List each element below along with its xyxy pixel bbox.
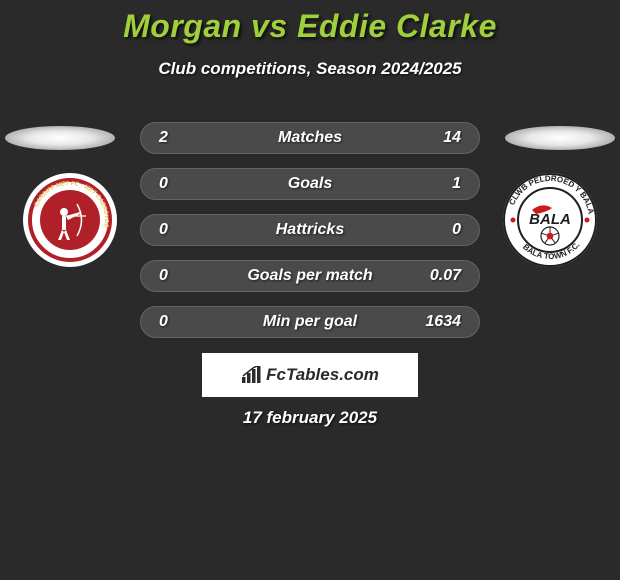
cardiff-met-crest-icon: CARDIFF MET FC · MET CAERDYDD [22,172,118,268]
brand-box[interactable]: FcTables.com [202,353,418,397]
bars-icon [241,366,263,384]
comparison-card: Morgan vs Eddie Clarke Club competitions… [0,0,620,580]
player-spot-right [505,126,615,150]
page-title: Morgan vs Eddie Clarke [0,0,620,45]
stat-right-value: 0 [391,221,461,239]
stat-left-value: 0 [159,313,229,331]
date-label: 17 february 2025 [0,408,620,428]
stat-left-value: 0 [159,175,229,193]
stat-row: 0 Goals per match 0.07 [140,260,480,292]
stat-label: Goals per match [229,267,391,285]
club-badge-left: CARDIFF MET FC · MET CAERDYDD [22,172,118,268]
club-badge-right: CLWB PELDROED Y BALA BALA TOWN F.C. BALA [502,172,598,268]
brand-label: FcTables.com [266,365,379,385]
stat-label: Goals [229,175,391,193]
stat-row: 0 Min per goal 1634 [140,306,480,338]
stat-left-value: 0 [159,267,229,285]
stat-right-value: 1634 [391,313,461,331]
stat-left-value: 0 [159,221,229,239]
stats-table: 2 Matches 14 0 Goals 1 0 Hattricks 0 0 G… [140,122,480,352]
stat-right-value: 1 [391,175,461,193]
page-subtitle: Club competitions, Season 2024/2025 [0,59,620,79]
svg-text:BALA: BALA [529,211,571,228]
stat-left-value: 2 [159,129,229,147]
stat-label: Hattricks [229,221,391,239]
bala-town-crest-icon: CLWB PELDROED Y BALA BALA TOWN F.C. BALA [502,172,598,268]
stat-row: 0 Hattricks 0 [140,214,480,246]
stat-row: 2 Matches 14 [140,122,480,154]
stat-right-value: 14 [391,129,461,147]
stat-row: 0 Goals 1 [140,168,480,200]
stat-label: Matches [229,129,391,147]
stat-label: Min per goal [229,313,391,331]
stat-right-value: 0.07 [391,267,461,285]
player-spot-left [5,126,115,150]
